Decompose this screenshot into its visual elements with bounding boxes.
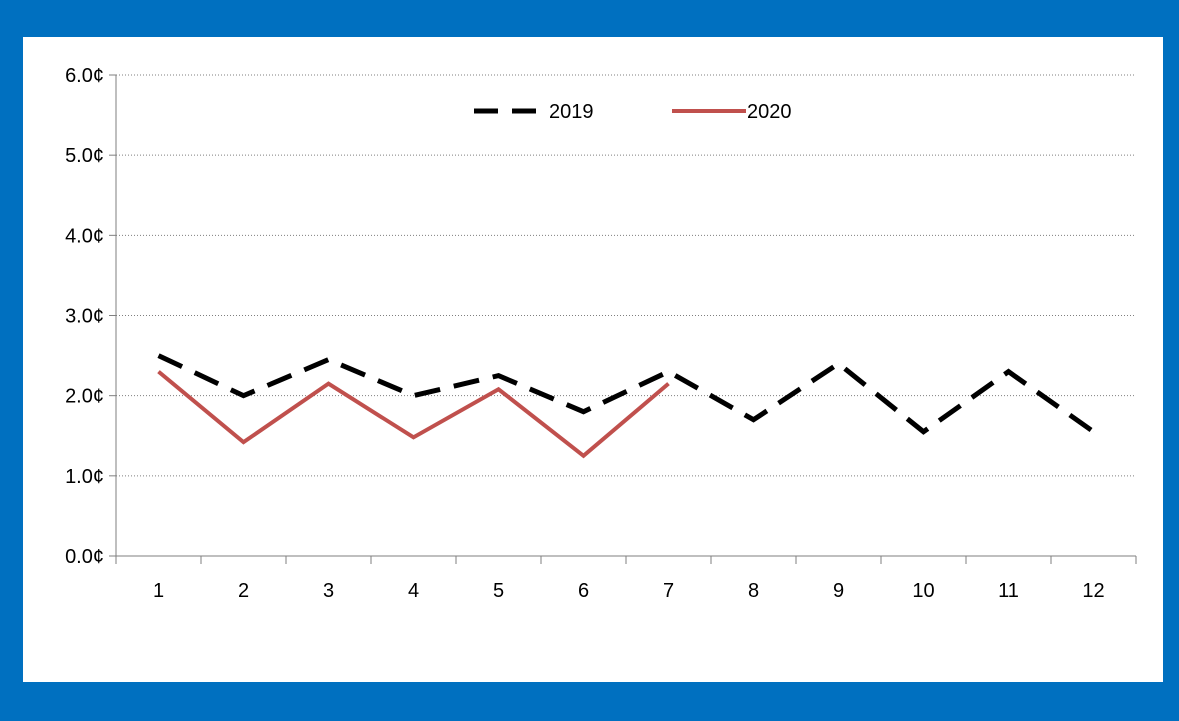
x-tick-label: 2 [238,580,249,602]
x-tick-label: 6 [578,580,589,602]
y-tick-label: 1.0¢ [65,466,104,488]
axes [109,74,1137,564]
y-tick-label: 5.0¢ [65,145,104,167]
legend: 2019 2020 [474,101,792,123]
x-tick-label: 3 [323,580,334,602]
x-tick-label: 4 [408,580,419,602]
series-line-2019 [157,353,1095,435]
x-tick-label: 5 [493,580,504,602]
x-tick-label: 10 [912,580,934,602]
x-tick-label: 1 [153,580,164,602]
x-tick-label: 9 [833,580,844,602]
x-tick-label: 8 [748,580,759,602]
y-tick-label: 3.0¢ [65,306,104,328]
y-tick-label: 0.0¢ [65,546,104,568]
series-line-2020 [157,370,670,459]
chart-panel [23,37,1163,682]
y-tick-label: 4.0¢ [65,225,104,247]
y-tick-label: 6.0¢ [65,65,104,87]
x-tick-label: 12 [1082,580,1104,602]
x-tick-labels: 1 2 3 4 5 6 7 8 9 10 11 12 [153,580,1105,602]
legend-label-2019: 2019 [549,101,594,123]
y-tick-labels: 0.0¢ 1.0¢ 2.0¢ 3.0¢ 4.0¢ 5.0¢ 6.0¢ [65,65,104,568]
x-tick-label: 7 [663,580,674,602]
x-tick-label: 11 [998,580,1019,602]
legend-label-2020: 2020 [747,101,792,123]
series-lines [157,353,1095,459]
y-tick-label: 2.0¢ [65,386,104,408]
gridlines [116,74,1136,477]
